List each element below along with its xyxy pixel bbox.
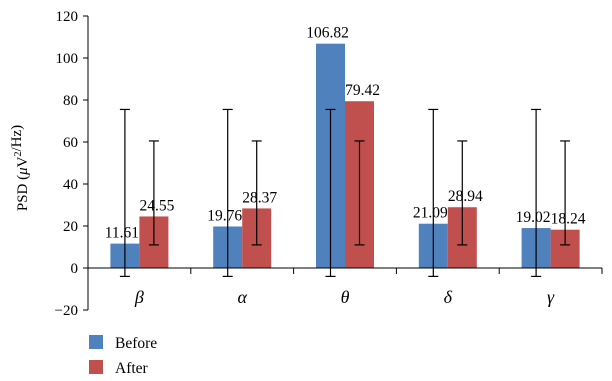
x-tick-label: δ: [444, 287, 453, 307]
y-axis-label-part: μ: [15, 167, 31, 176]
data-label: 19.76: [207, 208, 242, 225]
y-tick-label: 20: [63, 219, 78, 235]
y-tick-label: −20: [55, 303, 78, 319]
y-axis-title: PSD (μV2/Hz): [9, 125, 31, 211]
legend: Before After: [89, 335, 157, 377]
x-tick-label: γ: [547, 287, 555, 307]
data-label: 24.55: [139, 197, 174, 214]
legend-swatch-before: [89, 335, 103, 349]
y-tick-label: 60: [63, 135, 78, 151]
x-tick-label: θ: [341, 287, 350, 307]
y-tick-label: 80: [63, 93, 78, 109]
data-label: 28.37: [242, 189, 277, 206]
legend-swatch-after: [89, 360, 103, 374]
x-tick-label: α: [237, 287, 247, 307]
y-axis-label-part: V: [15, 156, 31, 167]
data-label: 106.82: [306, 25, 349, 42]
y-tick-label: 120: [56, 9, 79, 25]
error-bars: [119, 108, 571, 277]
y-axis-label-part: PSD (: [15, 175, 31, 211]
y-tick-label: 100: [56, 51, 79, 67]
y-axis-label: PSD (μV2/Hz): [9, 125, 31, 211]
y-axis-label-part: 2: [13, 152, 24, 157]
y-axis-label-part: /Hz): [9, 125, 25, 152]
data-label: 18.24: [551, 211, 586, 228]
bars: [110, 43, 580, 268]
x-tick-label: β: [134, 287, 144, 307]
data-label: 19.02: [516, 209, 551, 226]
y-axis: −20 0 20 40 60 80 100 120: [55, 9, 89, 319]
y-tick-label: 0: [71, 261, 79, 277]
legend-label-after: After: [115, 360, 149, 377]
data-label: 21.09: [413, 205, 448, 222]
legend-label-before: Before: [115, 335, 157, 352]
y-tick-label: 40: [63, 177, 78, 193]
data-label: 11.61: [105, 225, 139, 242]
data-label: 79.42: [345, 82, 380, 99]
data-label: 28.94: [448, 188, 483, 205]
